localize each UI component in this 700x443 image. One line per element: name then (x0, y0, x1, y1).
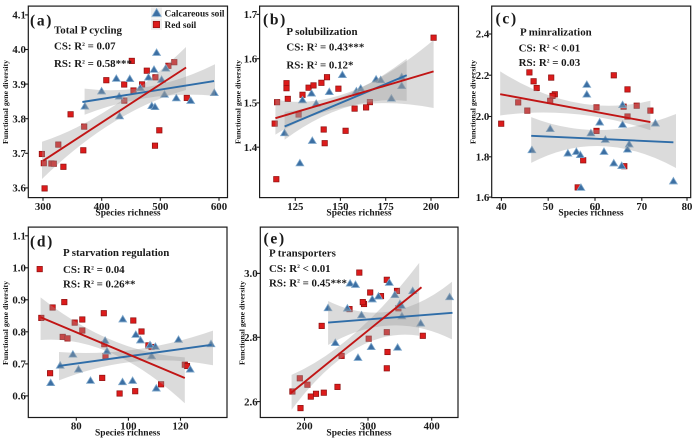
svg-text:2.4: 2.4 (476, 29, 490, 41)
svg-text:600: 600 (211, 201, 227, 213)
svg-text:Calcareous soil: Calcareous soil (165, 9, 225, 19)
svg-text:150: 150 (332, 201, 348, 213)
svg-text:125: 125 (287, 201, 303, 213)
svg-text:1.8: 1.8 (476, 152, 490, 164)
svg-text:400: 400 (94, 201, 110, 213)
svg-text:RS: R2 = 0.45***: RS: R2 = 0.45*** (269, 277, 347, 289)
svg-text:(e): (e) (264, 231, 286, 248)
svg-text:2.8: 2.8 (244, 332, 258, 344)
svg-text:3.8: 3.8 (12, 113, 26, 125)
svg-text:60: 60 (590, 201, 601, 213)
svg-text:CS: R2 < 0.01: CS: R2 < 0.01 (519, 43, 581, 55)
svg-text:3.9: 3.9 (12, 79, 26, 91)
svg-text:Functional gene diversity: Functional gene diversity (1, 60, 10, 144)
svg-text:RS: R2 = 0.12*: RS: R2 = 0.12* (286, 60, 353, 72)
svg-text:2.0: 2.0 (476, 111, 490, 123)
svg-text:Red soil: Red soil (165, 21, 197, 31)
svg-text:Species richness: Species richness (326, 429, 391, 439)
svg-text:1.1: 1.1 (12, 231, 26, 243)
svg-text:Total P cycling: Total P cycling (54, 25, 123, 37)
svg-text:(a): (a) (30, 12, 53, 29)
svg-text:(b): (b) (263, 12, 287, 29)
svg-text:500: 500 (152, 201, 168, 213)
svg-text:3.7: 3.7 (12, 148, 26, 160)
svg-text:RS: R2 = 0.26**: RS: R2 = 0.26** (63, 279, 136, 291)
svg-text:1.5: 1.5 (244, 98, 258, 110)
svg-text:4.1: 4.1 (12, 10, 26, 22)
svg-text:300: 300 (360, 421, 376, 433)
svg-text:2.2: 2.2 (476, 70, 490, 82)
svg-text:0.9: 0.9 (12, 295, 26, 307)
svg-text:40: 40 (496, 201, 507, 213)
svg-text:CS: R2 = 0.43***: CS: R2 = 0.43*** (286, 42, 364, 54)
svg-text:Species richness: Species richness (95, 209, 160, 219)
svg-text:CS: R2 = 0.07: CS: R2 = 0.07 (54, 41, 116, 53)
svg-text:1.0: 1.0 (12, 263, 26, 275)
svg-text:P transporters: P transporters (269, 248, 336, 260)
svg-text:80: 80 (71, 421, 82, 433)
svg-text:P solubilization: P solubilization (286, 26, 357, 38)
svg-text:1.6: 1.6 (476, 192, 490, 204)
svg-text:0.7: 0.7 (12, 359, 26, 371)
svg-text:0.8: 0.8 (12, 327, 26, 339)
svg-text:Species richness: Species richness (558, 209, 623, 219)
svg-text:RS: R2 = 0.03: RS: R2 = 0.03 (519, 57, 581, 69)
svg-text:3.0: 3.0 (244, 268, 258, 280)
svg-text:80: 80 (682, 201, 693, 213)
svg-text:CS: R2 = 0.04: CS: R2 = 0.04 (63, 264, 125, 276)
svg-text:Species richness: Species richness (326, 209, 391, 219)
svg-text:100: 100 (120, 421, 136, 433)
svg-text:2.6: 2.6 (244, 396, 258, 408)
svg-text:3.6: 3.6 (12, 183, 26, 195)
svg-text:400: 400 (424, 421, 440, 433)
svg-text:50: 50 (543, 201, 554, 213)
svg-text:P minralization: P minralization (520, 27, 592, 39)
svg-text:Functional gene diversity: Functional gene diversity (238, 281, 247, 365)
svg-text:175: 175 (378, 201, 394, 213)
svg-text:4.0: 4.0 (12, 44, 26, 56)
svg-text:(d): (d) (30, 234, 54, 251)
svg-text:P starvation regulation: P starvation regulation (63, 247, 169, 259)
svg-text:200: 200 (296, 421, 312, 433)
svg-text:200: 200 (423, 201, 439, 213)
svg-text:300: 300 (35, 201, 51, 213)
svg-text:120: 120 (172, 421, 188, 433)
svg-text:(c): (c) (496, 11, 518, 28)
svg-text:Functional gene diversity: Functional gene diversity (1, 281, 10, 365)
svg-text:Species richness: Species richness (95, 429, 160, 439)
svg-text:0.6: 0.6 (12, 391, 26, 403)
svg-text:Functional gene diversity: Functional gene diversity (234, 60, 243, 144)
svg-text:1.6: 1.6 (244, 53, 258, 65)
svg-text:1.7: 1.7 (244, 9, 258, 21)
svg-text:70: 70 (636, 201, 647, 213)
svg-text:1.4: 1.4 (244, 142, 258, 154)
svg-text:RS: R2 = 0.58***: RS: R2 = 0.58*** (54, 58, 132, 70)
svg-text:CS: R2 < 0.01: CS: R2 < 0.01 (269, 263, 331, 275)
svg-text:Functional gene diversity: Functional gene diversity (469, 60, 478, 144)
